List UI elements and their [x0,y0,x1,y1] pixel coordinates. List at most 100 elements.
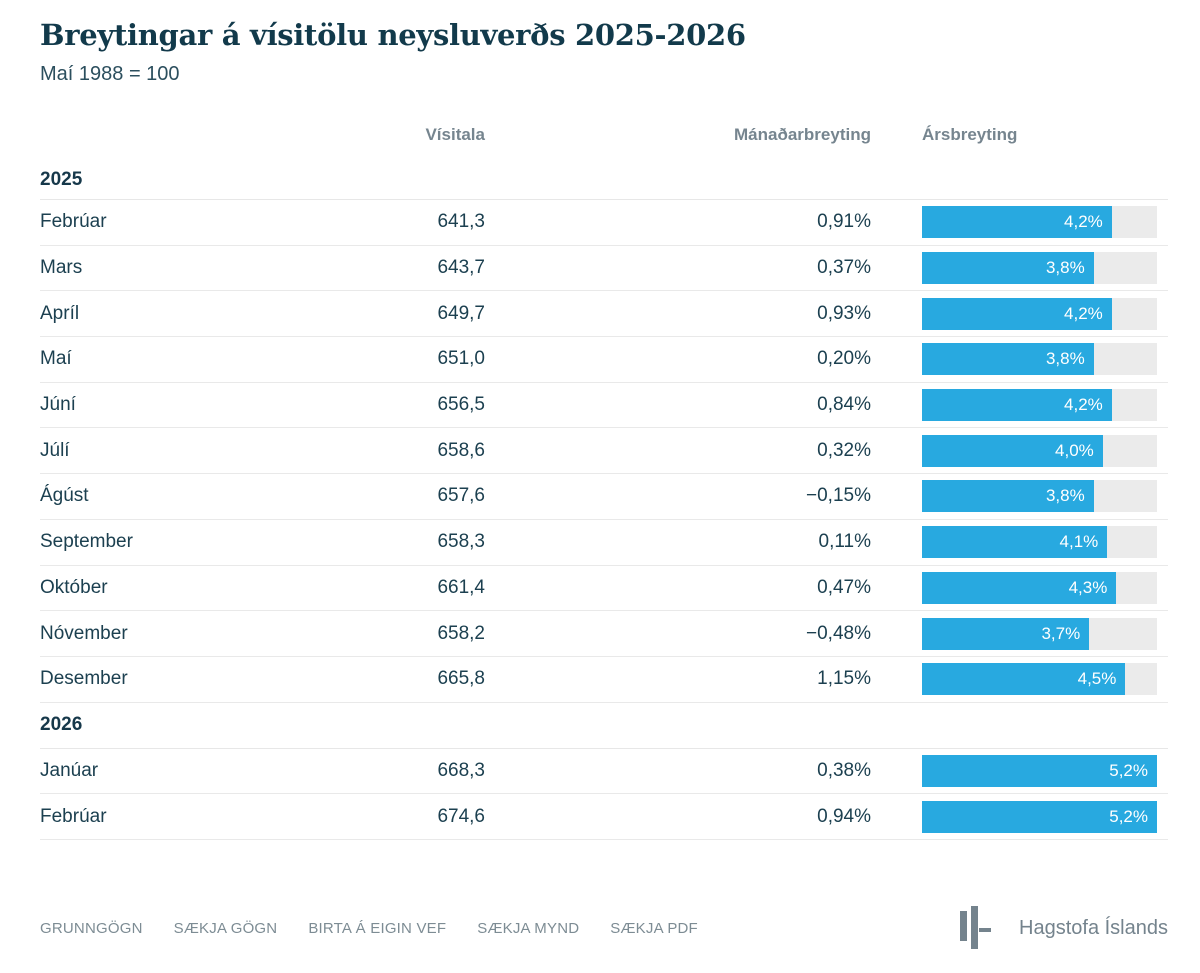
table-row: September 658,3 0,11% 4,1% [40,520,1168,566]
arsbreyting-bar-track: 4,0% [922,434,1157,467]
visitala-value: 674,6 [437,805,485,827]
manadarbreyting-value: 0,91% [817,211,871,233]
month-label: Febrúar [40,805,107,827]
arsbreyting-bar-track: 3,7% [922,617,1157,650]
column-header-visitala: Vísitala [425,125,485,144]
hagstofa-logo[interactable]: Hagstofa Íslands [960,906,1168,950]
year-section-header: 2025 [40,160,1168,200]
arsbreyting-bar-track: 4,2% [922,206,1157,239]
visitala-value: 651,0 [437,348,485,370]
month-label: Nóvember [40,622,128,644]
page-subtitle: Maí 1988 = 100 [40,63,180,85]
table-row: Júní 656,5 0,84% 4,2% [40,383,1168,429]
footer-link[interactable]: SÆKJA PDF [610,919,698,937]
arsbreyting-bar-label: 4,0% [1055,440,1094,460]
manadarbreyting-value: 0,11% [818,531,871,553]
arsbreyting-bar-fill: 4,2% [922,389,1112,422]
manadarbreyting-value: 1,15% [817,668,871,690]
arsbreyting-bar-cell: 3,7% [871,617,1168,650]
arsbreyting-bar-cell: 4,2% [871,389,1168,422]
manadarbreyting-value: 0,93% [817,302,871,324]
arsbreyting-bar-label: 4,3% [1068,577,1108,597]
arsbreyting-bar-cell: 4,1% [871,526,1168,559]
arsbreyting-bar-label: 3,8% [1045,258,1085,278]
visitala-value: 661,4 [437,576,485,598]
arsbreyting-bar-label: 3,8% [1045,349,1085,369]
arsbreyting-bar-track: 4,3% [922,571,1157,604]
month-label: September [40,531,133,553]
arsbreyting-bar-track: 3,8% [922,252,1157,285]
arsbreyting-bar-fill: 3,8% [922,480,1094,513]
arsbreyting-bar-cell: 4,5% [871,663,1168,696]
arsbreyting-bar-fill: 3,7% [922,617,1090,650]
visitala-value: 658,3 [437,531,485,553]
arsbreyting-bar-track: 4,2% [922,297,1157,330]
table-row: Febrúar 674,6 0,94% 5,2% [40,794,1168,840]
arsbreyting-bar-cell: 5,2% [871,754,1168,787]
manadarbreyting-value: 0,84% [817,394,871,416]
arsbreyting-bar-label: 3,8% [1045,486,1085,506]
manadarbreyting-value: 0,20% [817,348,871,370]
arsbreyting-bar-track: 3,8% [922,343,1157,376]
arsbreyting-bar-fill: 4,1% [922,526,1108,559]
arsbreyting-bar-fill: 4,3% [922,571,1117,604]
footer-link[interactable]: SÆKJA GÖGN [173,919,278,937]
arsbreyting-bar-fill: 4,5% [922,663,1126,696]
arsbreyting-bar-cell: 4,0% [871,434,1168,467]
visitala-value: 657,6 [437,485,485,507]
hagstofa-logo-icon [960,906,994,950]
visitala-value: 658,2 [437,622,485,644]
arsbreyting-bar-track: 3,8% [922,480,1157,513]
footer-link[interactable]: SÆKJA MYND [477,919,580,937]
manadarbreyting-value: −0,15% [806,485,871,507]
arsbreyting-bar-track: 4,2% [922,389,1157,422]
arsbreyting-bar-fill: 4,2% [922,297,1112,330]
arsbreyting-bar-label: 4,2% [1064,303,1103,323]
footer: GRUNNGÖGN SÆKJA GÖGN BIRTA Á EIGIN VEF SÆKJ… [40,905,1168,951]
table-row: Ágúst 657,6 −0,15% 3,8% [40,474,1168,520]
footer-link[interactable]: BIRTA Á EIGIN VEF [308,919,447,937]
arsbreyting-bar-cell: 4,2% [871,206,1168,239]
visitala-value: 643,7 [437,257,485,279]
arsbreyting-bar-label: 5,2% [1109,806,1148,826]
visitala-value: 665,8 [437,668,485,690]
arsbreyting-bar-track: 4,5% [922,663,1157,696]
visitala-value: 649,7 [437,302,485,324]
arsbreyting-bar-cell: 3,8% [871,252,1168,285]
month-label: Janúar [40,759,99,781]
arsbreyting-bar-fill: 4,0% [922,434,1103,467]
manadarbreyting-value: 0,37% [817,257,871,279]
arsbreyting-bar-fill: 4,2% [922,206,1112,239]
visitala-value: 668,3 [437,759,485,781]
table-row: Desember 665,8 1,15% 4,5% [40,657,1168,703]
arsbreyting-bar-track: 5,2% [922,800,1157,833]
visitala-value: 656,5 [437,394,485,416]
column-header-manadarbreyting: Mánaðarbreyting [734,125,871,144]
arsbreyting-bar-label: 4,2% [1064,212,1103,232]
year-section-header: 2026 [40,703,1168,749]
visitala-value: 658,6 [437,439,485,461]
footer-link[interactable]: GRUNNGÖGN [40,919,143,937]
month-label: Júní [40,394,76,416]
month-label: Desember [40,668,128,690]
arsbreyting-bar-cell: 5,2% [871,800,1168,833]
arsbreyting-bar-cell: 3,8% [871,343,1168,376]
month-label: Apríl [40,302,80,324]
arsbreyting-bar-fill: 3,8% [922,252,1094,285]
arsbreyting-bar-label: 4,2% [1064,395,1103,415]
arsbreyting-bar-label: 4,1% [1059,532,1099,552]
cpi-table: Vísitala Mánaðarbreyting Ársbreyting 202… [40,122,1168,840]
manadarbreyting-value: −0,48% [806,622,871,644]
column-header-arsbreyting: Ársbreyting [922,125,1018,144]
table-row: Mars 643,7 0,37% 3,8% [40,246,1168,292]
month-label: Júlí [40,439,70,461]
manadarbreyting-value: 0,94% [817,805,871,827]
arsbreyting-bar-cell: 4,2% [871,297,1168,330]
manadarbreyting-value: 0,38% [817,759,871,781]
table-row: Júlí 658,6 0,32% 4,0% [40,428,1168,475]
month-label: Febrúar [40,211,107,233]
footer-links: GRUNNGÖGN SÆKJA GÖGN BIRTA Á EIGIN VEF SÆKJ… [40,920,698,937]
arsbreyting-bar-label: 5,2% [1109,760,1148,780]
manadarbreyting-value: 0,47% [817,576,871,598]
